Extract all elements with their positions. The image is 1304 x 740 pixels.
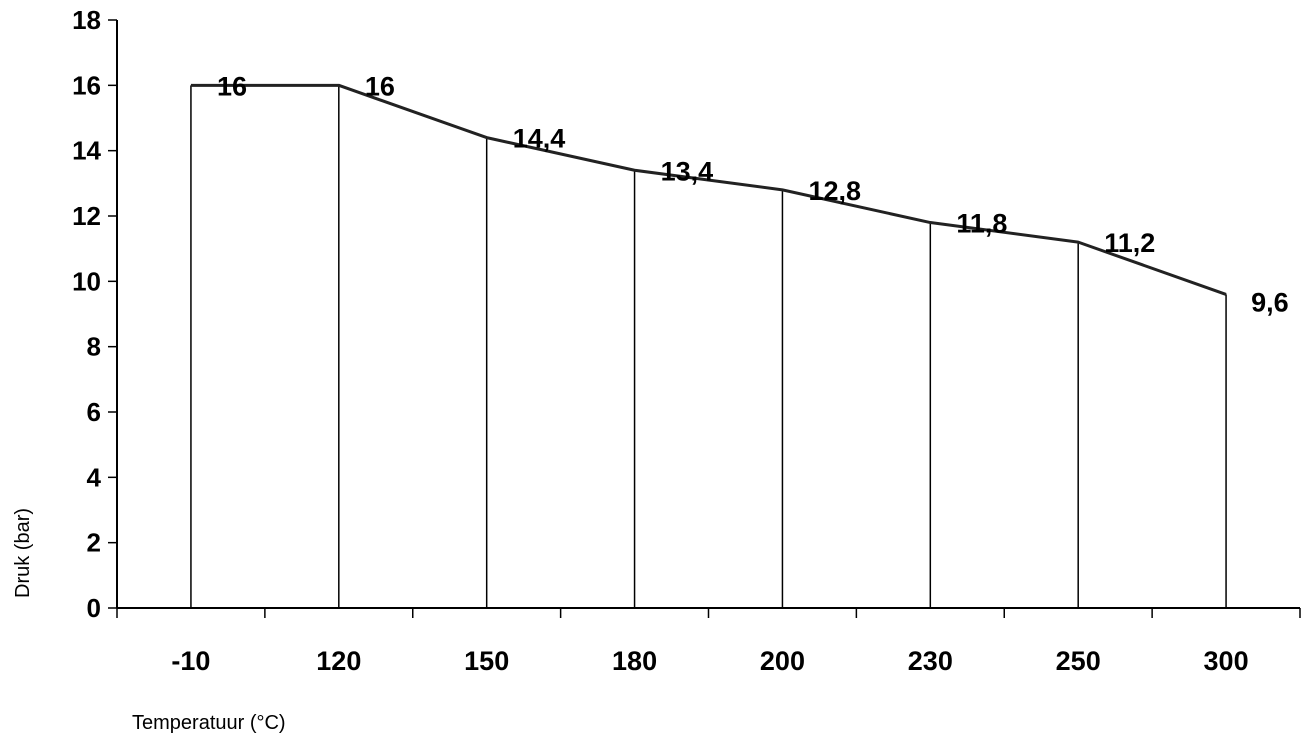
y-axis-title: Druk (bar) [12,508,34,598]
y-tick-label: 0 [87,593,101,623]
y-tick-label: 8 [87,332,101,362]
data-label: 16 [217,71,247,101]
data-label: 9,6 [1251,287,1289,317]
y-tick-label: 2 [87,528,101,558]
x-tick-label: 180 [612,646,657,676]
data-labels: 16 16 14,4 13,4 12,8 11,8 11,2 9,6 [217,71,1289,317]
series [190,83,1227,296]
data-label: 14,4 [513,124,566,154]
y-tick-label: 16 [72,70,101,100]
data-label: 16 [365,71,395,101]
data-label: 13,4 [661,156,714,186]
series-line [190,83,1227,296]
y-tick-label: 18 [72,5,101,35]
y-tick-label: 6 [87,397,101,427]
x-axis-title: Temperatuur (°C) [132,712,286,734]
data-label: 11,8 [956,209,1007,239]
y-tick-label: 14 [72,136,101,166]
data-label: 11,2 [1104,228,1155,258]
x-tick-label: 120 [316,646,361,676]
x-tick-label: -10 [171,646,210,676]
y-tick-label: 10 [72,266,101,296]
x-tick-label: 150 [464,646,509,676]
y-tick-label: 12 [72,201,101,231]
x-tick-label: 200 [760,646,805,676]
y-tick-label: 4 [87,462,102,492]
y-axis: 0 2 4 6 8 10 12 14 16 18 [72,5,118,623]
x-axis: -10 120 150 180 200 230 250 300 [116,607,1301,676]
x-tick-label: 300 [1204,646,1249,676]
data-label: 12,8 [808,176,861,206]
drop-lines [190,85,1227,608]
x-tick-label: 230 [908,646,953,676]
x-tick-label: 250 [1056,646,1101,676]
